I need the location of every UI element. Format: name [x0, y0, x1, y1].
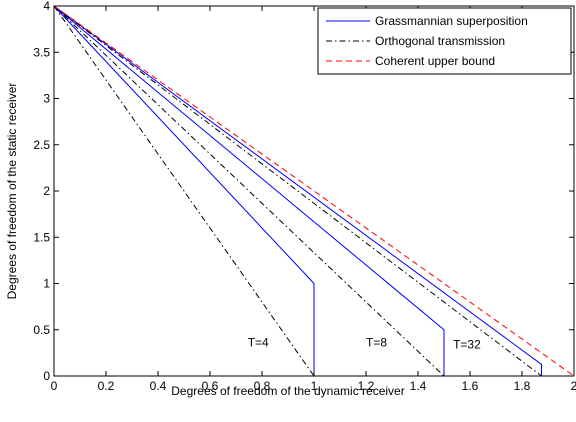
- x-tick-label: 1.2: [358, 379, 375, 393]
- series-1-line-2: [53, 5, 445, 376]
- legend-label: Orthogonal transmission: [375, 34, 505, 48]
- y-tick-label: 0: [43, 369, 50, 383]
- legend-items: Grassmannian superposition Orthogonal tra…: [326, 14, 528, 68]
- plot-area: [53, 5, 575, 377]
- legend: Grassmannian superposition Orthogonal tra…: [317, 7, 572, 75]
- x-tick-label: 0.6: [202, 379, 219, 393]
- y-axis-label: Degrees of freedom of the static receive…: [5, 83, 19, 300]
- x-tick-label: 1: [311, 379, 318, 393]
- x-axis-label: Degrees of freedom of the dynamic receiv…: [171, 384, 404, 398]
- y-tick-label: 2.5: [33, 138, 50, 152]
- annotation-label: T=4: [248, 335, 269, 349]
- series-1-line-1: [53, 5, 315, 376]
- annotations: T=4 T=8 T=32: [248, 335, 481, 351]
- y-tick-label: 3: [43, 92, 50, 106]
- y-tick-label: 2: [43, 184, 50, 198]
- x-tick-label: 0: [51, 379, 58, 393]
- y-tick-label: 3.5: [33, 45, 50, 59]
- series-2-line-2: [53, 5, 445, 377]
- axis-ticks: 0 0.2 0.4 0.6 0.8 1 1.2 1.4 1.6 1.8 2 0 0.5 1 1.5 2 2.5 3…: [33, 0, 576, 393]
- annotation-label: T=32: [453, 337, 481, 351]
- x-tick-label: 2: [571, 379, 576, 393]
- x-tick-label: 1.8: [514, 379, 531, 393]
- y-tick-label: 4: [43, 0, 50, 13]
- y-tick-label: 1.5: [33, 230, 50, 244]
- series-2-line-1: [53, 5, 315, 377]
- x-tick-label: 1.4: [410, 379, 427, 393]
- annotation-label: T=8: [366, 335, 387, 349]
- series-1-line-3: [53, 5, 542, 376]
- y-tick-label: 0.5: [33, 323, 50, 337]
- legend-box: [317, 7, 572, 75]
- legend-label: Grassmannian superposition: [375, 14, 528, 28]
- series-2-line-3: [53, 5, 542, 377]
- series-3-line-1: [53, 5, 575, 377]
- x-tick-label: 0.4: [150, 379, 167, 393]
- legend-label: Coherent upper bound: [375, 54, 495, 68]
- x-tick-label: 0.8: [254, 379, 271, 393]
- x-tick-label: 0.2: [98, 379, 115, 393]
- x-tick-label: 1.6: [462, 379, 479, 393]
- y-tick-label: 1: [43, 277, 50, 291]
